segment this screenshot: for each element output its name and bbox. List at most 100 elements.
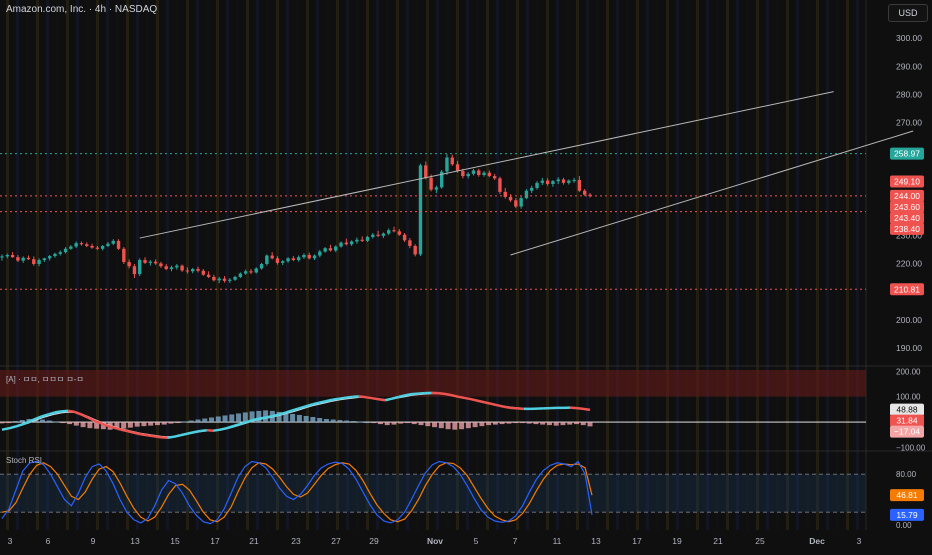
histogram-bar bbox=[121, 422, 126, 429]
osc-fast-line bbox=[392, 397, 399, 399]
candle-body bbox=[493, 176, 496, 178]
histogram-bar bbox=[216, 416, 221, 422]
price-tag-label: 238.40 bbox=[894, 224, 920, 234]
osc-fast-line bbox=[405, 394, 412, 395]
candle-body bbox=[143, 260, 146, 263]
candle-body bbox=[202, 271, 205, 275]
osc-fast-line bbox=[313, 403, 320, 405]
candle-body bbox=[424, 165, 427, 177]
osc-fast-line bbox=[471, 399, 478, 401]
histogram-bar bbox=[317, 418, 322, 422]
candle-body bbox=[239, 274, 242, 277]
osc-tick-label: 100.00 bbox=[896, 393, 921, 402]
histogram-bar bbox=[560, 422, 565, 425]
osc-fast-line bbox=[174, 435, 181, 437]
candle-body bbox=[32, 259, 35, 264]
x-axis-label: 13 bbox=[591, 536, 601, 546]
candle-body bbox=[11, 255, 14, 257]
osc-fast-line bbox=[478, 401, 485, 403]
candle-body bbox=[308, 255, 311, 258]
histogram-bar bbox=[47, 421, 52, 423]
osc-fast-line bbox=[253, 419, 260, 421]
candle-body bbox=[112, 241, 115, 244]
candle-body bbox=[249, 271, 252, 272]
histogram-bar bbox=[324, 419, 329, 422]
candle-body bbox=[186, 270, 189, 271]
candle-body bbox=[392, 230, 395, 231]
candle-body bbox=[572, 180, 575, 181]
osc-fast-line bbox=[511, 408, 518, 409]
candle-body bbox=[345, 243, 348, 245]
histogram-bar bbox=[141, 422, 146, 426]
candle-body bbox=[0, 256, 3, 257]
candle-body bbox=[477, 170, 480, 175]
candle-body bbox=[180, 266, 183, 271]
candle-body bbox=[43, 258, 46, 260]
osc-tick-label: 200.00 bbox=[896, 367, 921, 376]
candle-body bbox=[175, 266, 178, 268]
x-axis-label: Dec bbox=[809, 536, 825, 546]
histogram-bar bbox=[398, 422, 403, 424]
histogram-bar bbox=[479, 422, 484, 426]
histogram-bar bbox=[520, 422, 525, 423]
stoch-value-label: 46.81 bbox=[896, 490, 918, 500]
histogram-bar bbox=[486, 422, 491, 425]
osc-fast-line bbox=[68, 411, 75, 412]
x-axis-label: 19 bbox=[672, 536, 682, 546]
candle-body bbox=[48, 256, 51, 258]
osc-fast-line bbox=[504, 407, 511, 408]
osc-value-label: 48.88 bbox=[896, 405, 918, 415]
candle-body bbox=[398, 231, 401, 234]
candle-body bbox=[313, 256, 316, 259]
x-axis-label: 27 bbox=[331, 536, 341, 546]
histogram-bar bbox=[223, 415, 228, 422]
candle-body bbox=[149, 262, 152, 263]
x-axis-label: 9 bbox=[91, 536, 96, 546]
candle-body bbox=[21, 258, 24, 261]
histogram-bar bbox=[87, 422, 92, 428]
currency-selector[interactable]: USD bbox=[888, 4, 928, 22]
histogram-bar bbox=[40, 420, 45, 423]
candle-body bbox=[461, 171, 464, 176]
osc-fast-line bbox=[147, 435, 154, 436]
histogram-bar bbox=[419, 422, 424, 425]
candle-body bbox=[366, 237, 369, 241]
histogram-bar bbox=[81, 422, 86, 427]
histogram-bar bbox=[297, 415, 302, 422]
trendline bbox=[511, 131, 914, 255]
price-tag-label: 243.60 bbox=[894, 202, 920, 212]
candle-body bbox=[37, 260, 40, 264]
candle-body bbox=[64, 249, 67, 252]
candle-body bbox=[80, 243, 83, 244]
candle-body bbox=[159, 263, 162, 266]
histogram-bar bbox=[513, 422, 518, 423]
histogram-bar bbox=[392, 422, 397, 425]
candle-body bbox=[535, 183, 538, 188]
histogram-bar bbox=[290, 414, 295, 422]
candle-body bbox=[286, 258, 289, 261]
candle-body bbox=[165, 266, 168, 269]
histogram-bar bbox=[364, 422, 369, 423]
x-axis-label: 21 bbox=[713, 536, 723, 546]
price-tag-label: 244.00 bbox=[894, 191, 920, 201]
candle-body bbox=[228, 280, 231, 281]
candle-body bbox=[387, 230, 390, 233]
candle-body bbox=[413, 246, 416, 254]
candle-body bbox=[435, 187, 438, 189]
histogram-bar bbox=[405, 422, 410, 423]
x-axis-label: 3 bbox=[857, 536, 862, 546]
histogram-bar bbox=[196, 420, 201, 423]
histogram-bar bbox=[0, 422, 5, 423]
osc-fast-line bbox=[583, 409, 590, 410]
osc-fast-line bbox=[372, 398, 379, 399]
osc-fast-line bbox=[438, 393, 445, 394]
candle-body bbox=[223, 279, 226, 281]
candle-body bbox=[339, 243, 342, 247]
candle-body bbox=[350, 241, 353, 244]
candle-body bbox=[466, 174, 469, 176]
histogram-bar bbox=[344, 421, 349, 423]
candle-body bbox=[578, 180, 581, 191]
osc-fast-line bbox=[141, 434, 148, 435]
candle-body bbox=[122, 249, 125, 262]
price-tick-label: 290.00 bbox=[896, 61, 922, 71]
